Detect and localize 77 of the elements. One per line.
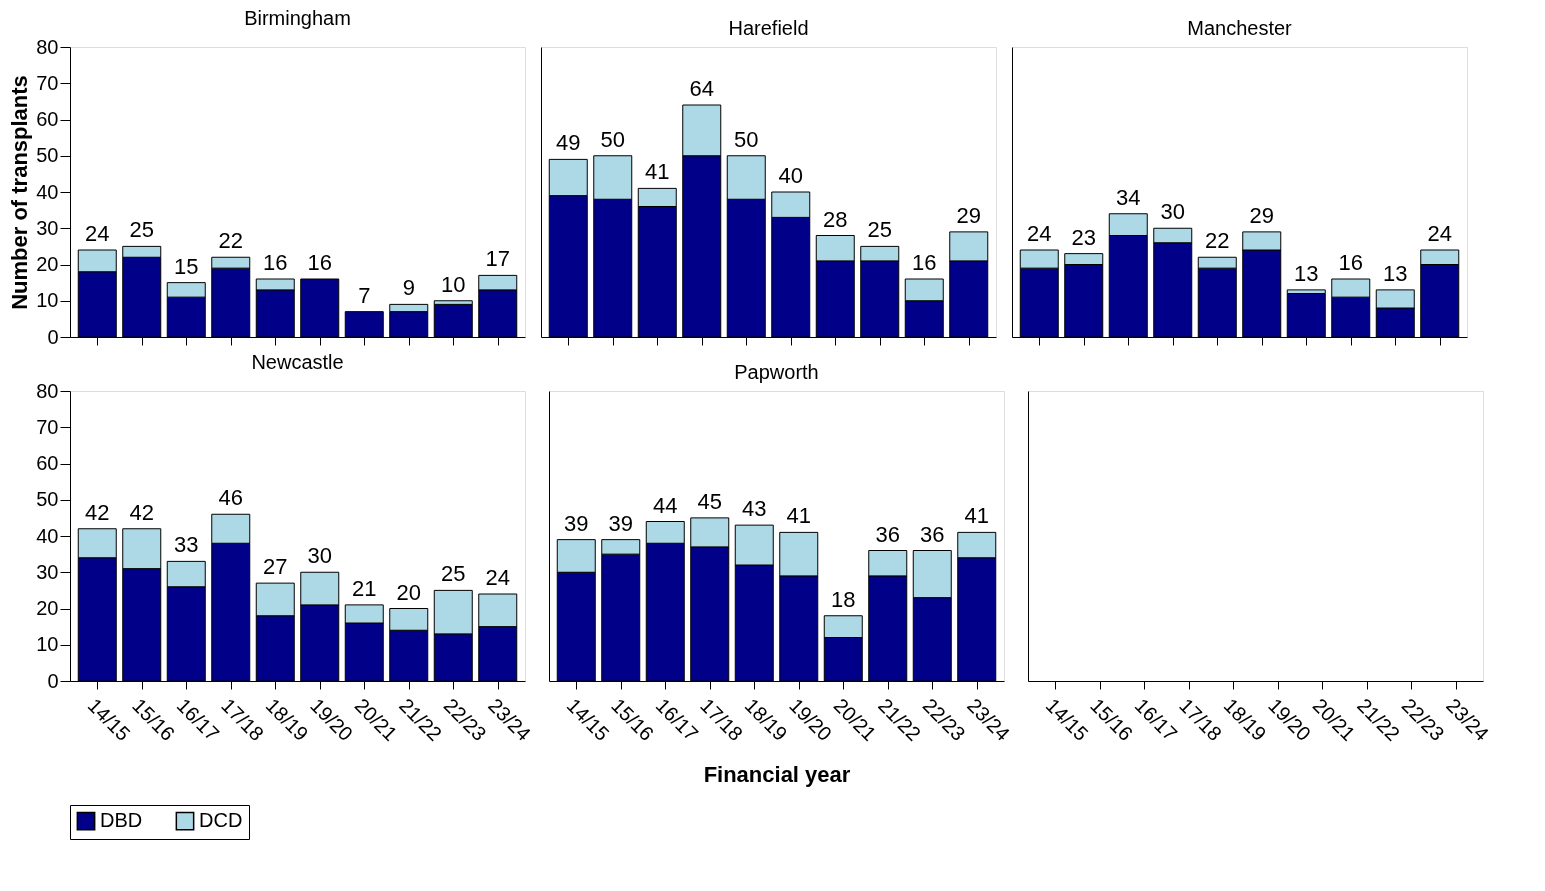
- total-label: 41: [786, 503, 811, 529]
- total-label: 20: [396, 579, 421, 605]
- total-label: 40: [778, 163, 803, 188]
- total-label: 25: [441, 561, 466, 587]
- total-label: 64: [689, 76, 714, 101]
- total-label: 22: [218, 228, 243, 254]
- total-label: 13: [1383, 260, 1408, 286]
- y-tick-label: 50: [36, 488, 59, 511]
- total-label: 24: [1427, 221, 1452, 246]
- total-label: 15: [174, 253, 199, 279]
- y-tick-label: 70: [36, 415, 59, 438]
- total-label: 34: [1116, 184, 1141, 210]
- y-tick-label: 80: [36, 379, 59, 402]
- total-label: 50: [600, 126, 625, 152]
- total-label: 44: [653, 492, 678, 518]
- y-tick-label: 30: [36, 216, 59, 239]
- y-tick-label: 40: [36, 524, 59, 547]
- total-label: 50: [734, 126, 759, 152]
- total-label: 18: [831, 586, 856, 612]
- y-tick-label: 50: [36, 144, 59, 167]
- total-label: 21: [352, 575, 377, 601]
- total-label: 16: [1338, 250, 1363, 275]
- total-label: 29: [956, 202, 981, 228]
- total-label: 10: [441, 271, 466, 297]
- total-label: 49: [556, 130, 581, 156]
- y-tick-label: 0: [47, 325, 59, 348]
- y-tick-label: 30: [36, 560, 59, 583]
- y-tick-label: 40: [36, 180, 59, 203]
- total-label: 39: [564, 510, 589, 536]
- total-label: 45: [697, 488, 722, 514]
- y-tick-label: 60: [36, 452, 59, 474]
- total-label: 28: [823, 206, 848, 232]
- total-label: 9: [402, 275, 415, 301]
- total-label: 43: [742, 496, 767, 522]
- chart-title: Papworth: [734, 361, 819, 383]
- total-label: 33: [174, 532, 199, 558]
- total-label: 16: [307, 250, 332, 275]
- y-tick-label: 20: [36, 253, 59, 275]
- chart-title: Harefield: [728, 17, 809, 39]
- y-tick-label: 0: [47, 669, 59, 692]
- total-label: 30: [1160, 199, 1185, 225]
- total-label: 41: [964, 503, 989, 529]
- y-tick-label: 10: [36, 633, 59, 656]
- y-tick-label: 80: [36, 35, 59, 58]
- x-axis-title: Financial year: [703, 762, 851, 788]
- legend-label: DCD: [199, 809, 243, 832]
- total-label: 25: [867, 217, 892, 243]
- chart-title: Birmingham: [244, 7, 351, 29]
- y-tick-label: 70: [36, 71, 59, 94]
- y-axis-title: Number of transplants: [7, 75, 33, 310]
- total-label: 16: [263, 250, 288, 275]
- y-tick-label: 10: [36, 289, 59, 312]
- total-label: 25: [129, 217, 154, 243]
- total-label: 46: [218, 485, 243, 511]
- total-label: 42: [129, 499, 154, 525]
- total-label: 39: [608, 510, 633, 536]
- total-label: 27: [263, 554, 288, 580]
- total-label: 36: [875, 521, 900, 547]
- legend-label: DBD: [100, 809, 143, 832]
- total-label: 16: [912, 250, 937, 275]
- total-label: 22: [1205, 228, 1230, 254]
- y-tick-label: 60: [36, 108, 59, 130]
- total-label: 7: [358, 282, 371, 308]
- chart-title: Newcastle: [251, 351, 344, 373]
- total-label: 29: [1249, 202, 1274, 228]
- total-label: 23: [1071, 224, 1096, 250]
- total-label: 30: [307, 543, 332, 569]
- total-label: 36: [920, 521, 945, 547]
- total-label: 17: [485, 246, 510, 272]
- total-label: 42: [85, 499, 110, 525]
- chart-title: Manchester: [1187, 17, 1293, 39]
- total-label: 24: [1027, 221, 1052, 246]
- y-tick-label: 20: [36, 597, 59, 619]
- total-label: 13: [1294, 260, 1319, 286]
- total-label: 24: [85, 221, 110, 246]
- total-label: 41: [645, 159, 670, 185]
- total-label: 24: [485, 565, 510, 590]
